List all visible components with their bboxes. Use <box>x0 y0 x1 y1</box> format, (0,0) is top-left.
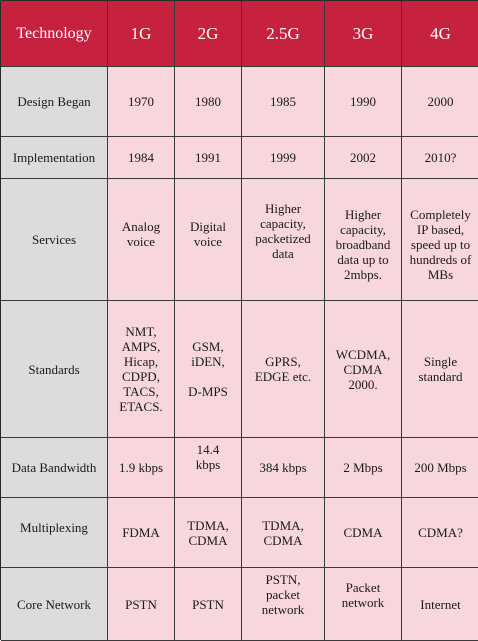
table-cell: TDMA, CDMA <box>175 498 242 568</box>
header-technology: Technology <box>1 1 108 67</box>
row-label-implementation: Implementation <box>1 137 108 179</box>
header-4g: 4G <box>402 1 478 67</box>
header-3g: 3G <box>325 1 402 67</box>
table-cell: 1985 <box>242 67 325 137</box>
row-label-multiplexing: Multiplexing <box>1 498 108 568</box>
table-cell: Higher capacity, packetized data <box>242 179 325 301</box>
table-cell: PSTN <box>108 568 175 641</box>
table-cell: 1980 <box>175 67 242 137</box>
table-cell: 2000 <box>402 67 478 137</box>
table-cell: FDMA <box>108 498 175 568</box>
table-cell: 384 kbps <box>242 438 325 498</box>
table-cell: 2 Mbps <box>325 438 402 498</box>
table-cell: WCDMA, CDMA 2000. <box>325 301 402 438</box>
table-cell: 2002 <box>325 137 402 179</box>
table-cell: CDMA? <box>402 498 478 568</box>
row-label-data-bandwidth: Data Bandwidth <box>1 438 108 498</box>
table-cell: PSTN, packet network <box>242 568 325 641</box>
table-cell: 1984 <box>108 137 175 179</box>
table-cell: NMT, AMPS, Hicap, CDPD, TACS, ETACS. <box>108 301 175 438</box>
table-cell: CDMA <box>325 498 402 568</box>
table-cell: Digital voice <box>175 179 242 301</box>
table-cell: Completely IP based, speed up to hundred… <box>402 179 478 301</box>
table-cell: PSTN <box>175 568 242 641</box>
table-cell: GPRS, EDGE etc. <box>242 301 325 438</box>
row-label-core-network: Core Network <box>1 568 108 641</box>
table-cell: Higher capacity, broadband data up to 2m… <box>325 179 402 301</box>
header-1g: 1G <box>108 1 175 67</box>
table-cell: Analog voice <box>108 179 175 301</box>
table-cell: TDMA, CDMA <box>242 498 325 568</box>
table-cell: 2010? <box>402 137 478 179</box>
table-cell: 14.4 kbps <box>175 438 242 498</box>
table-cell: Packet network <box>325 568 402 641</box>
header-2g: 2G <box>175 1 242 67</box>
table-cell: Single standard <box>402 301 478 438</box>
table-cell: GSM, iDEN, D-MPS <box>175 301 242 438</box>
table-cell: 1.9 kbps <box>108 438 175 498</box>
table-cell: 1991 <box>175 137 242 179</box>
header-2-5g: 2.5G <box>242 1 325 67</box>
table-cell: Internet <box>402 568 478 641</box>
table-cell: 1999 <box>242 137 325 179</box>
table-cell: 1970 <box>108 67 175 137</box>
table-cell: 200 Mbps <box>402 438 478 498</box>
row-label-services: Services <box>1 179 108 301</box>
table-cell: 1990 <box>325 67 402 137</box>
row-label-design-began: Design Began <box>1 67 108 137</box>
row-label-standards: Standards <box>1 301 108 438</box>
